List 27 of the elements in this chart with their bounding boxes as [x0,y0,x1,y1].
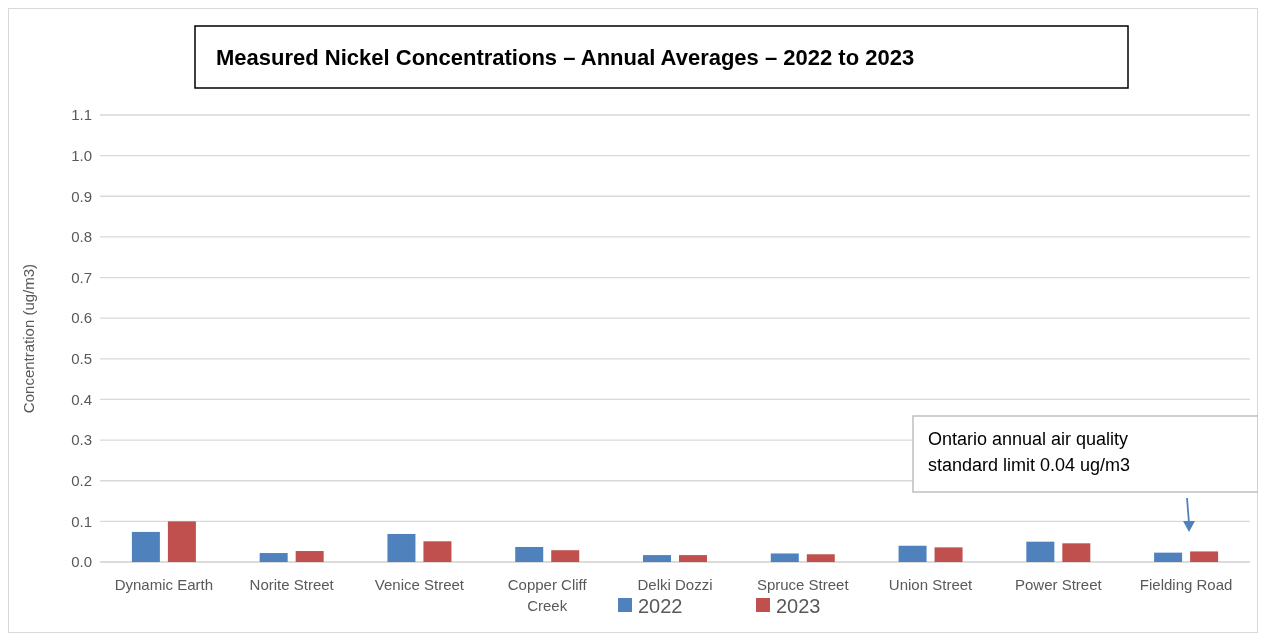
y-tick-label: 0.9 [71,187,92,205]
y-tick-label: 1.1 [71,106,92,124]
x-tick-label: Norite Street [249,576,335,593]
callout-box: Ontario annual air quality standard limit 0.04 ug/m3 [912,415,1258,493]
x-tick-label: Dynamic Earth [114,576,214,593]
x-tick-label: Fielding Road [1139,576,1233,593]
y-tick-label: 0.1 [71,512,92,530]
y-tick-label: 0.0 [71,553,92,571]
chart-title: Measured Nickel Concentrations – Annual Averages – 2022 to 2023 [216,45,915,70]
y-tick-label: 1.0 [71,146,92,164]
x-tick-label: Spruce Street [756,576,850,593]
legend-label: 2022 [638,595,683,617]
y-tick-label: 0.6 [71,309,92,327]
legend-label: 2023 [776,595,821,617]
x-tick-label: Power Street [1014,576,1103,593]
x-tick-label: Union Street [888,576,974,593]
y-axis-title: Concentration (ug/m3) [20,263,37,414]
x-tick-label: Delki Dozzi [637,576,713,593]
y-tick-label: 0.4 [71,390,92,408]
y-tick-label: 0.7 [71,268,92,286]
y-tick-label: 0.3 [71,431,92,449]
x-tick-label: Copper Cliff Creek [507,576,588,614]
y-tick-label: 0.8 [71,228,92,246]
y-tick-label: 0.5 [71,350,92,368]
x-tick-label: Venice Street [374,576,465,593]
y-tick-label: 0.2 [71,471,92,489]
annotation: Ontario annual air quality standard limit 0.04 ug/m3 [928,429,1131,475]
